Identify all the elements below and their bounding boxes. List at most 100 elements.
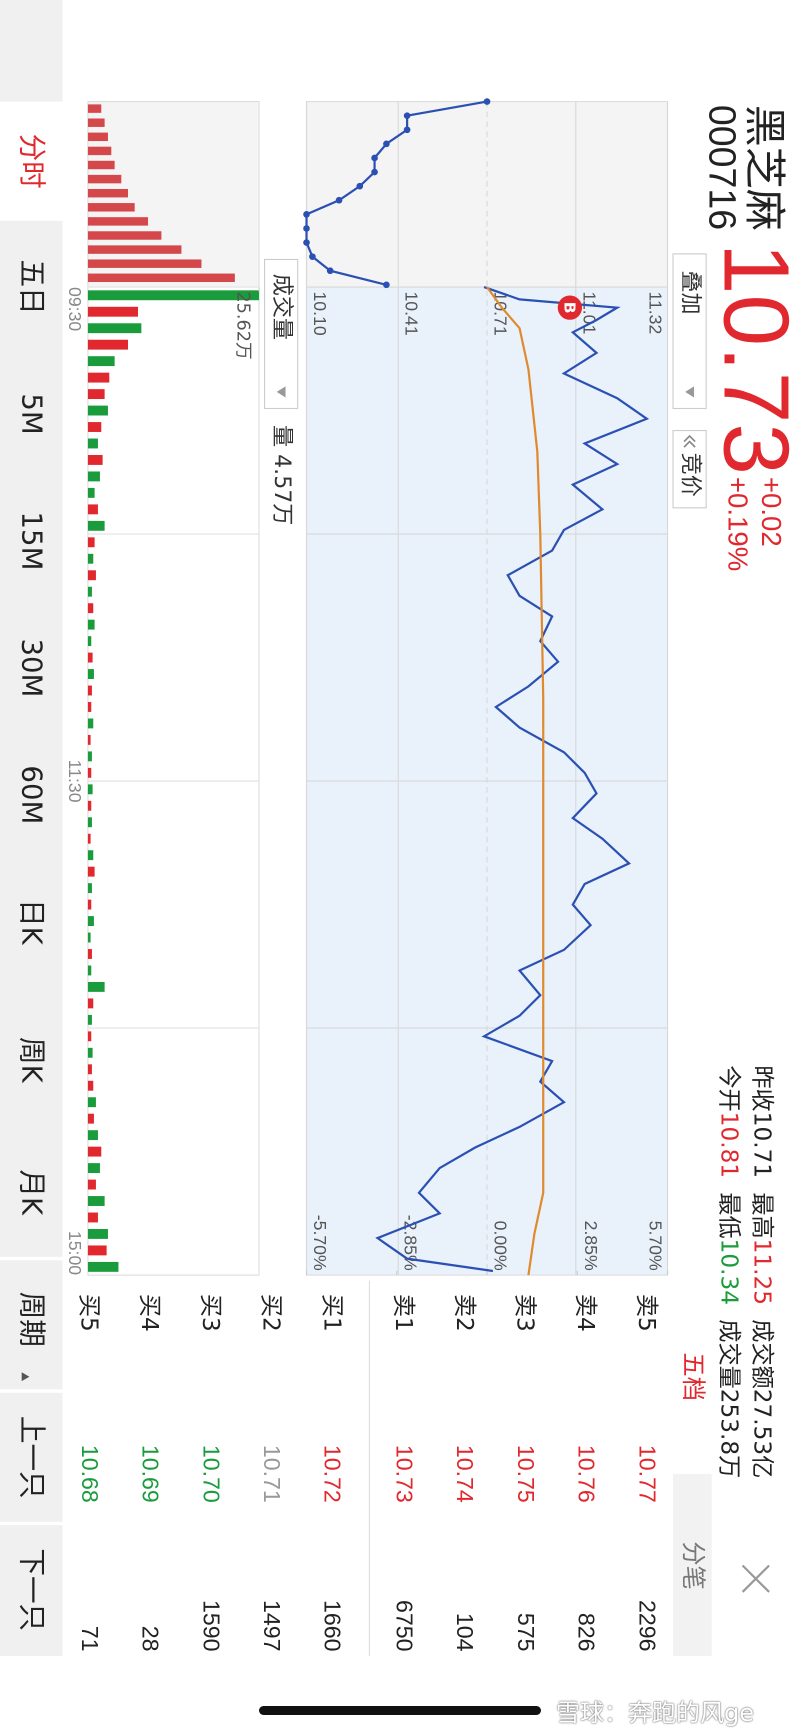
book-tab[interactable]: 五档: [679, 1352, 708, 1401]
dropdown-icon: [276, 386, 286, 398]
auction-point: [356, 182, 364, 190]
book-price: 10.75: [513, 1445, 539, 1503]
volume-bar: [87, 850, 94, 861]
book-volume: 1497: [259, 1600, 285, 1652]
x-tick-label: 09:30: [65, 287, 85, 331]
volume-bar: [87, 422, 102, 432]
y2-tick-label: 0.00%: [490, 1221, 510, 1271]
tab[interactable]: 30M: [16, 638, 49, 697]
tab[interactable]: 15M: [16, 512, 49, 571]
volume-bar: [87, 323, 142, 334]
volume-bar: [87, 784, 93, 795]
tab[interactable]: 周K: [16, 1037, 49, 1084]
auction-volume-area: [87, 101, 260, 288]
tab[interactable]: 周期: [16, 1292, 49, 1347]
indicator-button[interactable]: [264, 258, 299, 410]
tab[interactable]: 上一只: [16, 1416, 49, 1499]
stat-label: 最高: [749, 1192, 776, 1238]
book-volume: 71: [77, 1626, 103, 1652]
volume-bar: [87, 1261, 119, 1272]
volume-bar: [87, 652, 93, 663]
tab-bar: [0, 0, 63, 1656]
collapse-icon: [683, 434, 696, 448]
dropdown-icon: [685, 386, 695, 398]
volume-bar: [87, 273, 235, 283]
book-side: 卖1: [390, 1294, 417, 1332]
volume-bar: [87, 1212, 98, 1223]
y-tick-label: 11.01: [579, 291, 599, 334]
tab[interactable]: 60M: [16, 765, 49, 824]
volume-bar: [87, 372, 110, 383]
volume-bar: [87, 899, 92, 910]
volume-bar: [87, 1163, 100, 1174]
book-price: 10.69: [138, 1445, 164, 1503]
indicator-label: 成交量: [269, 274, 294, 340]
volume-bar: [87, 104, 102, 113]
stat-value: 10.34: [716, 1239, 743, 1305]
y-tick-label: 11.32: [646, 291, 666, 334]
auction-button[interactable]: [672, 430, 707, 509]
y2-tick-label: -5.70%: [310, 1215, 330, 1271]
auction-point: [383, 281, 390, 289]
volume-bar: [87, 259, 202, 268]
book-tab[interactable]: 分笔: [679, 1541, 708, 1590]
stat: 最低10.34: [716, 1192, 743, 1305]
period-icon: [21, 1372, 30, 1382]
volume-bar: [87, 118, 105, 127]
tab[interactable]: 5M: [16, 393, 49, 434]
volume-bar: [87, 916, 94, 926]
book-side: 卖5: [633, 1294, 660, 1332]
auction-point: [303, 239, 310, 246]
volume-bar: [87, 1097, 96, 1108]
volume-bar: [87, 455, 103, 465]
stat-value: 10.71: [749, 1112, 776, 1178]
volume-bar: [87, 1080, 94, 1091]
book-volume: 1660: [320, 1600, 346, 1652]
y2-tick-label: 5.70%: [646, 1221, 666, 1271]
auction-point: [303, 225, 310, 232]
book-volume: 28: [138, 1626, 164, 1652]
tab[interactable]: 日K: [16, 899, 49, 946]
volume-bar: [87, 603, 94, 614]
stat-label: 成交额: [749, 1319, 776, 1389]
book-price: 10.76: [574, 1445, 600, 1503]
tab[interactable]: 五日: [16, 259, 49, 314]
tab-level5[interactable]: [673, 1280, 712, 1474]
book-side: 卖4: [572, 1294, 599, 1332]
book-volume: 1590: [198, 1600, 224, 1652]
stat-label: 最低: [716, 1192, 743, 1238]
auction-point: [303, 211, 310, 218]
book-side: 买4: [136, 1294, 163, 1332]
book-volume: 2296: [634, 1600, 660, 1652]
volume-bar: [87, 389, 105, 400]
volume-bar: [87, 866, 95, 877]
volume-bar: [87, 619, 95, 630]
volume-bar: [87, 1113, 94, 1124]
book-side: 买1: [318, 1294, 345, 1332]
volume-bar: [87, 702, 92, 712]
stat-label: 成交量: [716, 1319, 743, 1389]
y-tick-label: 10.10: [310, 291, 330, 335]
tab-ticks[interactable]: [673, 1473, 712, 1656]
tab[interactable]: 下一只: [16, 1548, 49, 1631]
volume-bar: [87, 1196, 105, 1206]
tab[interactable]: 分时: [16, 134, 49, 189]
trade-marker: [557, 295, 583, 320]
y-tick-label: 10.71: [490, 291, 510, 335]
overlay-button[interactable]: [672, 253, 707, 410]
watermark: 雪球：奔跑的风ge: [556, 1699, 754, 1727]
book-price: 10.70: [198, 1445, 224, 1503]
volume-bar: [87, 1245, 107, 1256]
volume-bar: [87, 203, 135, 212]
close-icon[interactable]: [741, 1564, 770, 1593]
auction-point: [335, 196, 343, 204]
x-tick-label: 15:00: [65, 1231, 85, 1275]
volume-bar: [87, 932, 91, 943]
tab[interactable]: 月K: [16, 1169, 49, 1216]
volume-bar: [87, 1047, 93, 1058]
book-volume: 104: [452, 1613, 478, 1652]
volume-bar: [87, 1179, 96, 1190]
volume-bar: [87, 1031, 92, 1042]
